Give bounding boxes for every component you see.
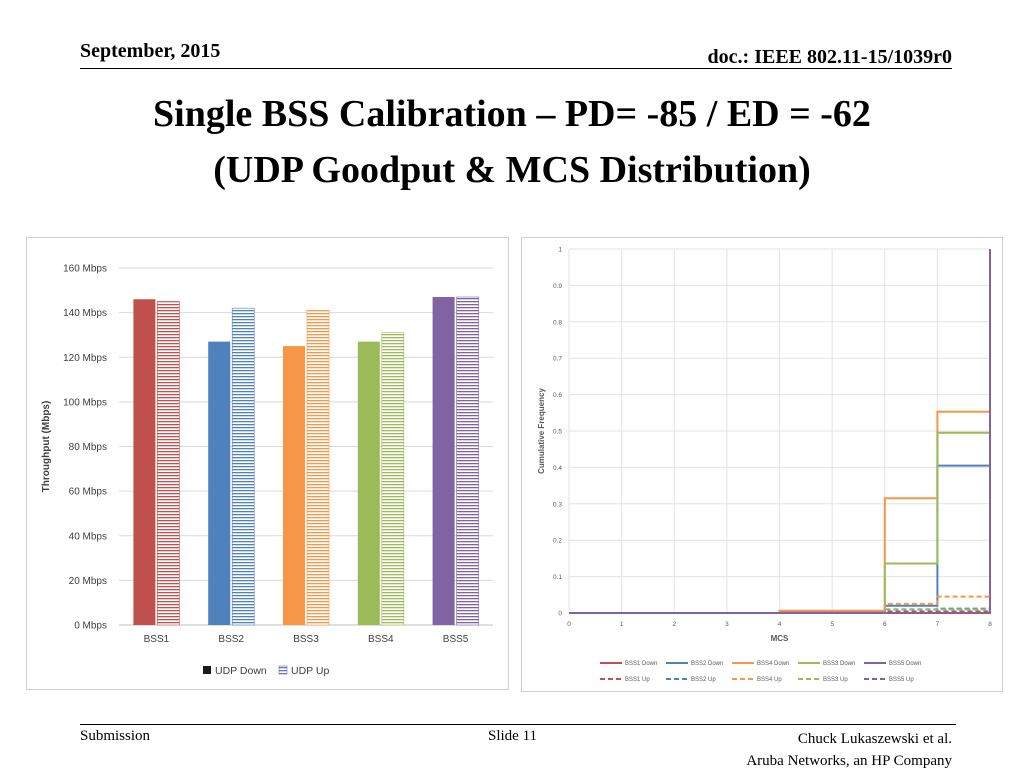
bar-bss4-up <box>381 332 405 626</box>
cdf-y-tick-label: 0.8 <box>553 319 562 326</box>
throughput-bar-chart: 0 Mbps 20 Mbps 40 Mbps 60 Mbps 80 Mbps 100 Mb… <box>26 237 509 690</box>
bar-bss3-up <box>306 310 330 626</box>
bar-y-tick-label: 100 Mbps <box>63 397 107 408</box>
cdf-y-tick-label: 0.2 <box>553 538 562 545</box>
bar-x-tick-label: BSS2 <box>218 634 244 645</box>
cdf-y-tick-label: 0.4 <box>553 465 562 472</box>
cdf-x-tick-label: 2 <box>672 621 676 628</box>
title-line-1: Single BSS Calibration – PD= -85 / ED = … <box>153 93 871 135</box>
cdf-legend-label: BSS3 Down <box>823 661 855 667</box>
header-rule <box>80 68 952 69</box>
bar-y-tick-label: 20 Mbps <box>69 576 107 587</box>
cdf-x-tick-label: 4 <box>778 621 782 628</box>
bar-x-tick-label: BSS4 <box>368 634 394 645</box>
bar-y-tick-label: 80 Mbps <box>69 442 107 453</box>
footer-rule <box>80 724 956 725</box>
cdf-legend-label: BSS2 Down <box>691 661 723 667</box>
cdf-legend-label: BSS5 Down <box>889 661 921 667</box>
bar-y-tick-label: 120 Mbps <box>63 353 107 364</box>
cdf-y-tick-label: 0.3 <box>553 501 562 508</box>
title-line-2: (UDP Goodput & MCS Distribution) <box>213 149 811 191</box>
bar-bss1-up <box>157 301 180 626</box>
bar-chart-svg: 0 Mbps 20 Mbps 40 Mbps 60 Mbps 80 Mbps 100 Mb… <box>41 264 493 677</box>
cdf-legend-label: BSS3 Up <box>823 677 848 683</box>
bar-y-tick-label: 40 Mbps <box>69 531 107 542</box>
mcs-cdf-chart: 0 0.1 0.2 0.3 0.4 0.5 0.6 0.7 0.8 0.9 1 0 1 2 3 4 5 6 7 8 MC… <box>521 237 1003 692</box>
bar-y-tick-label: 0 Mbps <box>74 621 107 632</box>
cdf-legend-label: BSS4 Down <box>757 661 789 667</box>
bar-bss1-down <box>133 299 156 625</box>
header-date: September, 2015 <box>80 40 221 62</box>
cdf-y-tick-label: 0.9 <box>553 283 562 290</box>
bar-legend-label: UDP Down <box>215 665 267 677</box>
bar-y-axis-label: Throughput (Mbps) <box>41 401 52 493</box>
footer-author-line-1: Chuck Lukaszewski et al. <box>797 731 952 747</box>
slide-title: Single BSS Calibration – PD= -85 / ED = … <box>70 86 954 198</box>
bar-bss2-down <box>208 341 231 625</box>
cdf-legend-label: BSS4 Up <box>757 677 782 683</box>
header-doc-id: doc.: IEEE 802.11-15/1039r0 <box>707 46 952 68</box>
bar-y-tick-label: 140 Mbps <box>63 308 107 319</box>
bar-bss2-up <box>231 307 255 626</box>
bar-bss3-down <box>283 346 305 625</box>
footer-author: Chuck Lukaszewski et al. Aruba Networks,… <box>746 728 952 772</box>
cdf-line-bss5-up <box>569 249 991 614</box>
bar-y-tick-label: 60 Mbps <box>69 487 107 498</box>
cdf-legend-label: BSS1 Up <box>625 677 650 683</box>
bar-y-tick-label: 160 Mbps <box>63 264 107 275</box>
cdf-legend-label: BSS2 Up <box>691 677 716 683</box>
cdf-x-tick-label: 1 <box>620 621 624 628</box>
bar-bss5-up <box>456 296 479 626</box>
cdf-x-tick-label: 0 <box>567 621 571 628</box>
cdf-x-axis-label: MCS <box>771 634 789 643</box>
cdf-x-tick-label: 6 <box>883 621 887 628</box>
cdf-y-tick-label: 0.6 <box>553 392 562 399</box>
bar-bss5-down <box>432 297 455 625</box>
bar-x-tick-label: BSS1 <box>144 634 170 645</box>
cdf-y-tick-label: 0.7 <box>553 356 562 363</box>
cdf-y-tick-label: 0.1 <box>553 574 562 581</box>
bar-legend-swatch-up <box>278 665 288 675</box>
footer-submission: Submission <box>80 728 151 744</box>
cdf-chart-svg: 0 0.1 0.2 0.3 0.4 0.5 0.6 0.7 0.8 0.9 1 0 1 2 3 4 5 6 7 8 MC… <box>537 247 992 684</box>
cdf-y-tick-label: 0.5 <box>553 429 562 436</box>
cdf-legend-label: BSS5 Up <box>889 677 914 683</box>
cdf-legend-label: BSS1 Down <box>625 661 657 667</box>
cdf-x-tick-label: 5 <box>830 621 834 628</box>
cdf-x-tick-label: 3 <box>725 621 729 628</box>
cdf-y-tick-label: 1 <box>558 247 562 254</box>
cdf-y-axis-label: Cumulative Frequency <box>537 388 546 474</box>
cdf-x-tick-label: 7 <box>936 621 940 628</box>
bar-bss4-down <box>357 341 380 625</box>
bar-x-tick-label: BSS5 <box>443 634 469 645</box>
footer-slide-number: Slide 11 <box>488 728 538 744</box>
cdf-y-tick-label: 0 <box>558 611 562 618</box>
bar-legend-swatch-down <box>203 666 211 674</box>
cdf-x-tick-label: 8 <box>988 621 992 628</box>
bar-legend-label: UDP Up <box>291 665 329 677</box>
footer-author-line-2: Aruba Networks, an HP Company <box>746 753 952 769</box>
bar-x-tick-label: BSS3 <box>293 634 319 645</box>
